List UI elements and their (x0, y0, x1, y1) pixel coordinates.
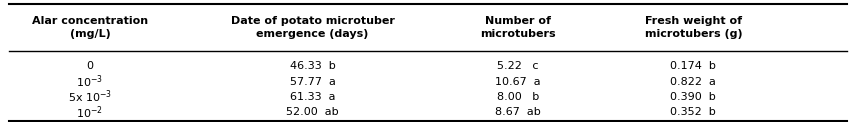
Text: Number of
microtubers: Number of microtubers (480, 16, 556, 39)
Text: 52.00  ab: 52.00 ab (286, 107, 339, 117)
Text: 0: 0 (86, 61, 93, 71)
Text: 46.33  b: 46.33 b (289, 61, 336, 71)
Text: Date of potato microtuber
emergence (days): Date of potato microtuber emergence (day… (230, 16, 395, 39)
Text: 0.822  a: 0.822 a (670, 77, 716, 87)
Text: Alar concentration
(mg/L): Alar concentration (mg/L) (32, 16, 148, 39)
Text: 10$^{-2}$: 10$^{-2}$ (76, 104, 104, 121)
Text: 8.00   b: 8.00 b (496, 92, 539, 102)
Text: 10.67  a: 10.67 a (495, 77, 541, 87)
Text: 57.77  a: 57.77 a (289, 77, 336, 87)
Text: 0.174  b: 0.174 b (670, 61, 716, 71)
Text: 5.22   c: 5.22 c (497, 61, 538, 71)
Text: 0.390  b: 0.390 b (670, 92, 716, 102)
Text: Fresh weight of
microtubers (g): Fresh weight of microtubers (g) (645, 16, 742, 39)
Text: 10$^{-3}$: 10$^{-3}$ (76, 73, 104, 90)
Text: 61.33  a: 61.33 a (289, 92, 336, 102)
Text: 0.352  b: 0.352 b (670, 107, 716, 117)
Text: 5x 10$^{-3}$: 5x 10$^{-3}$ (68, 89, 112, 105)
Text: 8.67  ab: 8.67 ab (495, 107, 541, 117)
